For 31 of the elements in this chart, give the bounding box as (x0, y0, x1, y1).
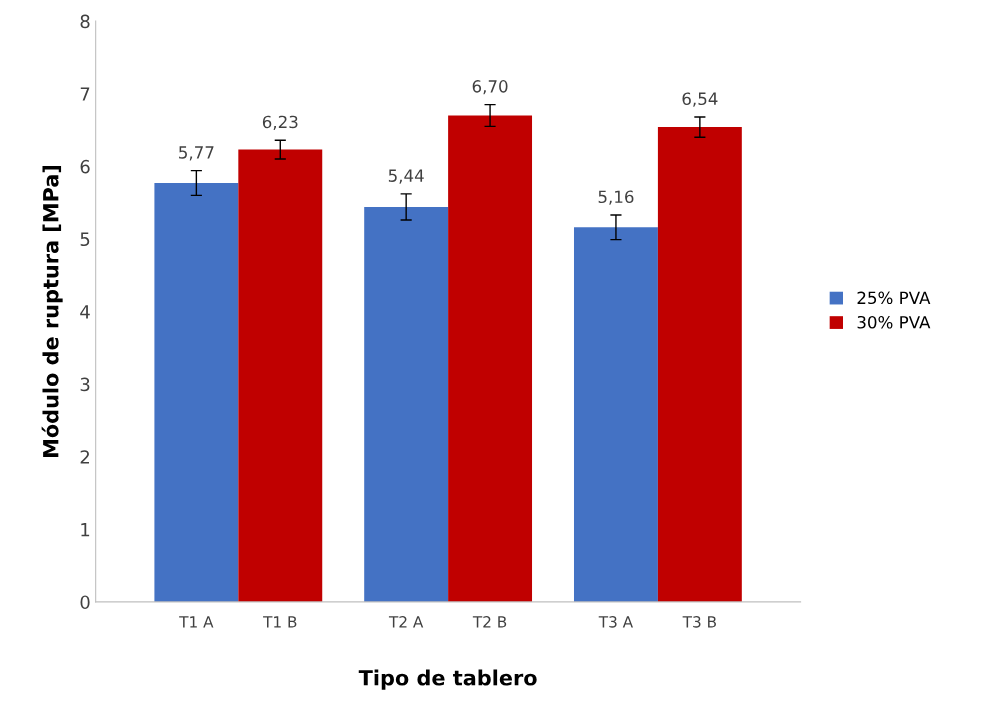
y-axis-title: Módulo de ruptura [MPa] (41, 165, 63, 457)
y-tick-label: 7 (80, 87, 90, 101)
bar (364, 206, 449, 602)
bar (238, 149, 323, 602)
y-tick-label: 8 (80, 14, 90, 29)
data-label: 5,77 (179, 146, 214, 161)
x-tick-label: T1 B (263, 616, 297, 628)
x-tick-label: T1 A (179, 616, 214, 628)
x-axis-title: Tipo de tablero (358, 669, 537, 690)
x-tick-label: T3 A (598, 616, 633, 628)
legend-label: 25% PVA (857, 291, 931, 305)
y-tick-label: 5 (80, 232, 90, 247)
y-tick-label: 6 (80, 159, 90, 174)
y-tick-label: 1 (81, 523, 90, 537)
y-tick-label: 0 (80, 595, 90, 610)
x-tick-label: T3 B (682, 616, 716, 628)
legend-label: 30% PVA (857, 315, 931, 329)
x-tick-label: T2 B (472, 616, 507, 628)
data-label: 5,16 (598, 190, 634, 205)
bar (657, 127, 742, 602)
y-tick-label: 2 (80, 450, 89, 464)
bar (573, 227, 658, 602)
bar (448, 115, 533, 602)
data-label: 6,23 (262, 115, 298, 130)
data-label: 6,54 (682, 92, 718, 107)
y-tick-label: 3 (80, 377, 90, 392)
data-label: 6,70 (472, 80, 508, 95)
y-tick-label: 4 (80, 305, 90, 319)
bar (154, 183, 239, 602)
data-label: 5,44 (388, 169, 424, 184)
x-tick-label: T2 A (388, 616, 424, 628)
